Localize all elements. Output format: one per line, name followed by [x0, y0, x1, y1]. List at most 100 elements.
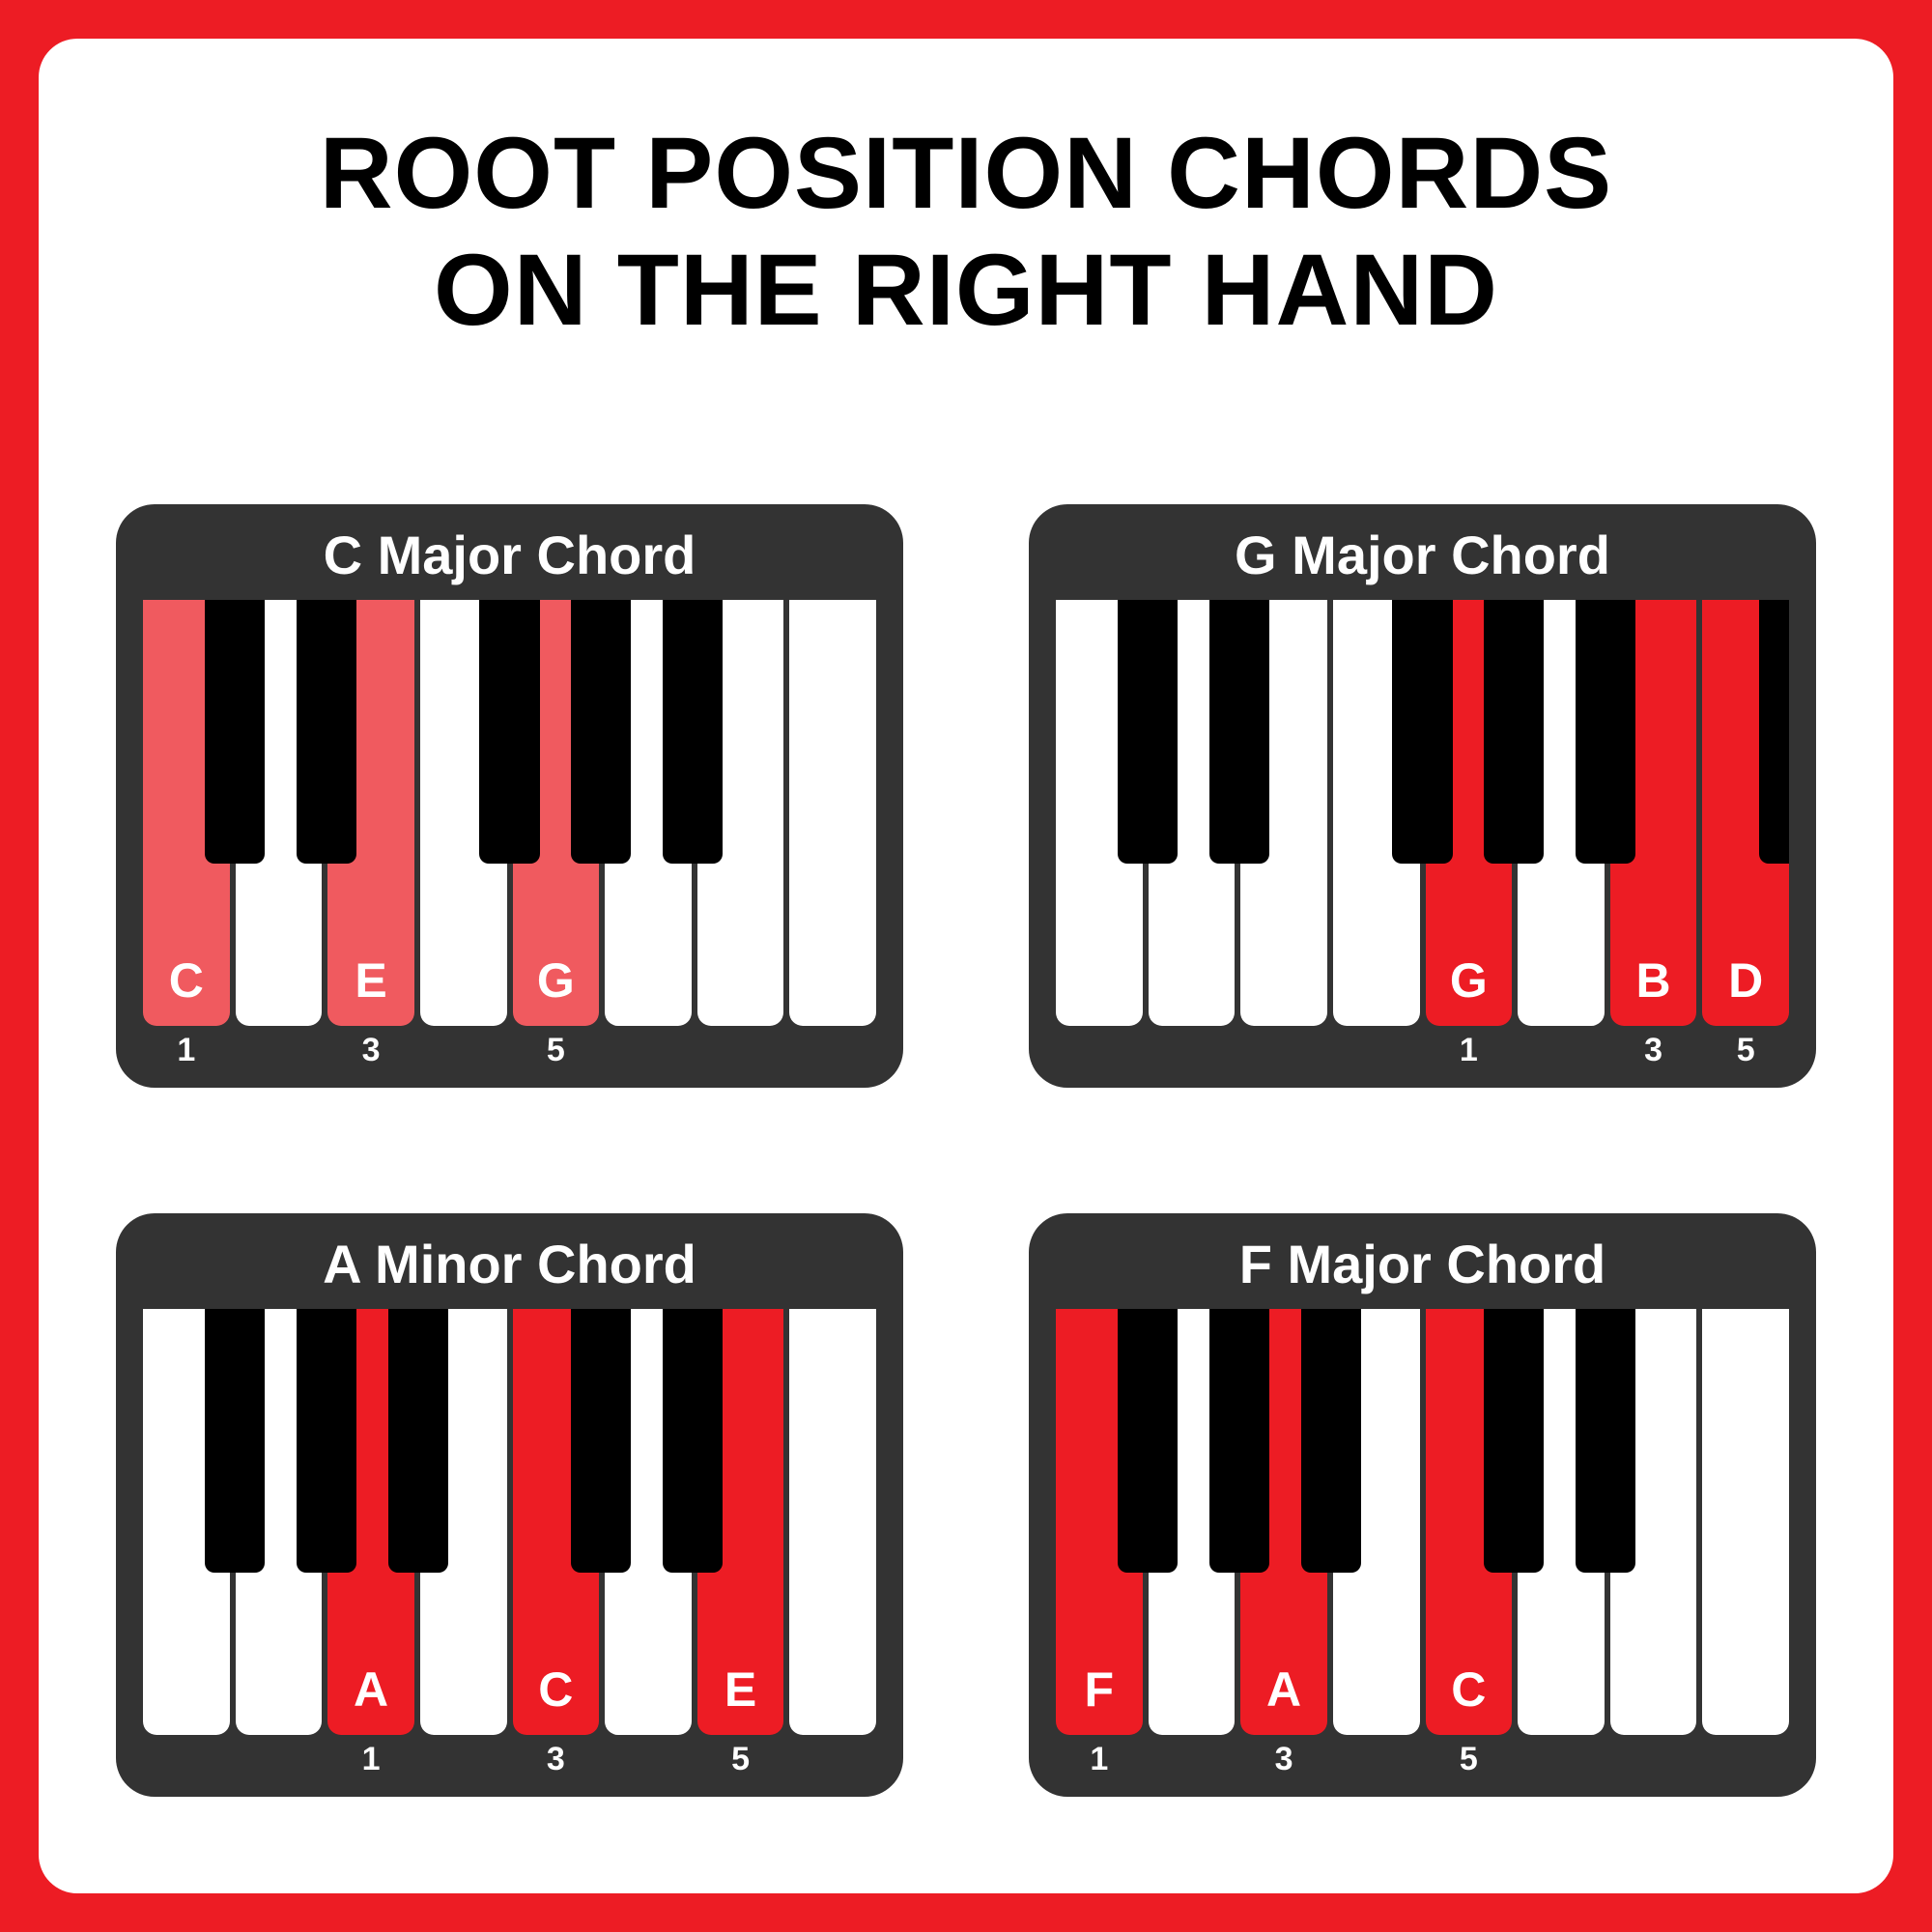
white-key: A — [1240, 1309, 1327, 1735]
white-key — [789, 1309, 876, 1735]
white-key — [789, 600, 876, 1026]
keyboard: ACE — [143, 1309, 876, 1735]
white-key — [236, 1309, 323, 1735]
finger-number — [236, 1032, 323, 1070]
white-key — [605, 600, 692, 1026]
note-label: C — [1451, 1662, 1486, 1718]
finger-number — [1333, 1032, 1420, 1070]
white-key: A — [327, 1309, 414, 1735]
white-key: B — [1610, 600, 1697, 1026]
white-key — [420, 600, 507, 1026]
page-title: ROOT POSITION CHORDS ON THE RIGHT HAND — [97, 116, 1835, 350]
white-key — [1240, 600, 1327, 1026]
white-key-row: ACE — [143, 1309, 876, 1735]
finger-number: 3 — [513, 1741, 600, 1779]
note-label: C — [538, 1662, 573, 1718]
chord-title: A Minor Chord — [143, 1233, 876, 1295]
finger-number — [789, 1032, 876, 1070]
white-key — [1056, 600, 1143, 1026]
white-key — [605, 1309, 692, 1735]
white-key — [236, 600, 323, 1026]
finger-number — [1240, 1032, 1327, 1070]
main-panel: ROOT POSITION CHORDS ON THE RIGHT HAND C… — [39, 39, 1893, 1893]
finger-number — [605, 1032, 692, 1070]
chord-title: G Major Chord — [1056, 524, 1789, 586]
white-key: E — [697, 1309, 784, 1735]
title-line-2: ON THE RIGHT HAND — [434, 234, 1498, 347]
finger-number: 1 — [143, 1032, 230, 1070]
white-key — [1333, 1309, 1420, 1735]
finger-number — [1149, 1741, 1236, 1779]
white-key: C — [513, 1309, 600, 1735]
chord-title: F Major Chord — [1056, 1233, 1789, 1295]
finger-number — [1518, 1032, 1605, 1070]
note-label: C — [169, 952, 204, 1009]
white-key — [697, 600, 784, 1026]
white-key: C — [143, 600, 230, 1026]
chord-title: C Major Chord — [143, 524, 876, 586]
note-label: B — [1636, 952, 1671, 1009]
finger-number: 1 — [1056, 1741, 1143, 1779]
white-key: E — [327, 600, 414, 1026]
finger-number — [236, 1741, 323, 1779]
finger-row: 1 3 5 — [143, 1741, 876, 1779]
chord-card: C Major Chord C E G 1 3 5 — [116, 504, 903, 1088]
note-label: G — [537, 952, 575, 1009]
white-key-row: G BD — [1056, 600, 1789, 1026]
finger-number: 5 — [513, 1032, 600, 1070]
white-key: C — [1426, 1309, 1513, 1735]
white-key-row: FAC — [1056, 1309, 1789, 1735]
white-key — [1149, 1309, 1236, 1735]
white-key — [1702, 1309, 1789, 1735]
white-key — [1518, 600, 1605, 1026]
white-key: D — [1702, 600, 1789, 1026]
finger-row: 1 3 5 — [143, 1032, 876, 1070]
finger-number: 1 — [327, 1741, 414, 1779]
finger-number — [143, 1741, 230, 1779]
chord-grid: C Major ChordCEG135G Major ChordGBD135A … — [97, 504, 1835, 1836]
chord-card: A Minor Chord A C E 1 3 5 — [116, 1213, 903, 1797]
title-line-1: ROOT POSITION CHORDS — [320, 117, 1612, 230]
note-label: A — [1266, 1662, 1301, 1718]
note-label: F — [1085, 1662, 1115, 1718]
white-key: G — [1426, 600, 1513, 1026]
finger-number — [1149, 1032, 1236, 1070]
finger-number: 5 — [1426, 1741, 1513, 1779]
chord-card: G Major Chord G BD 1 35 — [1029, 504, 1816, 1088]
keyboard: FAC — [1056, 1309, 1789, 1735]
white-key — [1333, 600, 1420, 1026]
white-key: F — [1056, 1309, 1143, 1735]
finger-number — [1333, 1741, 1420, 1779]
finger-number — [789, 1741, 876, 1779]
keyboard: G BD — [1056, 600, 1789, 1026]
finger-number: 3 — [1610, 1032, 1697, 1070]
finger-number — [420, 1741, 507, 1779]
finger-number: 1 — [1426, 1032, 1513, 1070]
note-label: A — [354, 1662, 388, 1718]
white-key — [1149, 600, 1236, 1026]
finger-number — [605, 1741, 692, 1779]
white-key — [420, 1309, 507, 1735]
white-key-row: CEG — [143, 600, 876, 1026]
finger-number — [1518, 1741, 1605, 1779]
finger-number — [1056, 1032, 1143, 1070]
finger-number: 5 — [1702, 1032, 1789, 1070]
note-label: G — [1450, 952, 1488, 1009]
finger-number — [1702, 1741, 1789, 1779]
white-key — [143, 1309, 230, 1735]
note-label: E — [355, 952, 386, 1009]
finger-row: 1 35 — [1056, 1032, 1789, 1070]
finger-row: 1 3 5 — [1056, 1741, 1789, 1779]
finger-number — [420, 1032, 507, 1070]
keyboard: CEG — [143, 600, 876, 1026]
note-label: E — [724, 1662, 756, 1718]
chord-card: F Major Chord F A C 1 3 5 — [1029, 1213, 1816, 1797]
finger-number — [1610, 1741, 1697, 1779]
white-key — [1518, 1309, 1605, 1735]
white-key — [1610, 1309, 1697, 1735]
note-label: D — [1728, 952, 1763, 1009]
finger-number: 3 — [327, 1032, 414, 1070]
finger-number: 5 — [697, 1741, 784, 1779]
finger-number: 3 — [1240, 1741, 1327, 1779]
white-key: G — [513, 600, 600, 1026]
